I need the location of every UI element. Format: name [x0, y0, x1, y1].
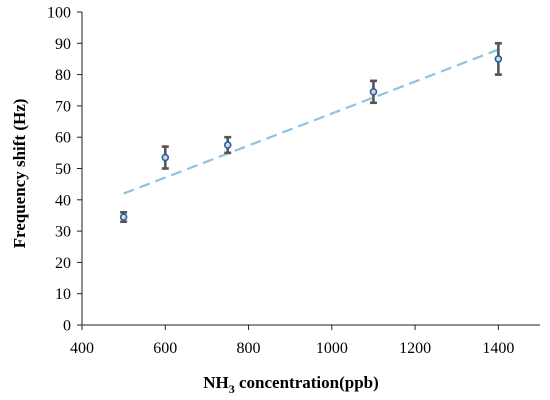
y-tick-label: 0 — [63, 318, 71, 335]
y-tick-label: 80 — [55, 67, 71, 84]
data-points — [119, 41, 503, 224]
y-tick-label: 100 — [47, 5, 71, 22]
y-axis-ticks: 0 10 20 30 40 50 60 70 80 90 100 — [47, 5, 82, 335]
x-axis-title-subscript: 3 — [229, 382, 235, 396]
x-tick-label: 1200 — [399, 340, 431, 357]
data-point-group — [369, 79, 378, 105]
trendline — [123, 48, 499, 195]
y-tick-label: 90 — [55, 36, 71, 53]
y-tick-label: 70 — [55, 98, 71, 115]
x-axis-title: NH3 concentration(ppb) — [203, 373, 379, 396]
x-axis-title-main: NH — [203, 373, 229, 392]
data-point-group — [494, 41, 503, 76]
x-tick-label: 400 — [70, 340, 94, 357]
data-point — [494, 55, 503, 63]
data-point-group — [223, 135, 232, 155]
data-point — [223, 141, 232, 149]
x-tick-label: 600 — [153, 340, 177, 357]
y-axis-title: Frequency shift (Hz) — [10, 99, 29, 249]
y-tick-label: 50 — [55, 161, 71, 178]
y-tick-label: 30 — [55, 224, 71, 241]
data-point-group — [161, 145, 170, 170]
x-tick-label: 1400 — [482, 340, 514, 357]
y-tick-label: 20 — [55, 255, 71, 272]
y-tick-label: 40 — [55, 192, 71, 209]
x-axis-title-rest: concentration(ppb) — [235, 373, 379, 392]
data-point — [161, 153, 170, 162]
data-point-group — [119, 211, 128, 224]
y-tick-label: 60 — [55, 130, 71, 147]
data-point — [119, 213, 128, 221]
x-tick-label: 1000 — [316, 340, 348, 357]
x-tick-label: 800 — [237, 340, 261, 357]
y-tick-label: 10 — [55, 286, 71, 303]
x-axis-ticks: 400 600 800 1000 1200 1400 — [70, 325, 514, 357]
data-point — [369, 88, 378, 96]
